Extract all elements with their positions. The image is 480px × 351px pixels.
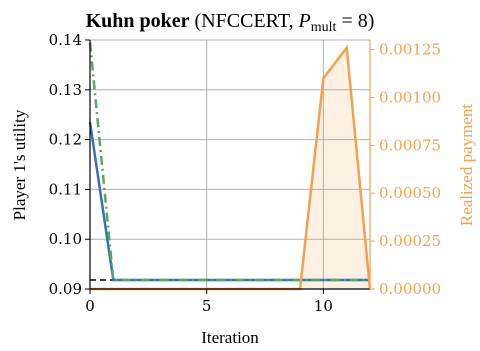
x-axis-label: Iteration xyxy=(201,328,259,347)
title-rest: (NFCCERT, xyxy=(190,10,299,32)
utility-series-line-2 xyxy=(88,42,370,282)
y-tick-label: 0.13 xyxy=(49,81,82,99)
payment-area xyxy=(90,47,370,290)
title-sub: mult xyxy=(311,20,337,35)
y2-tick-label: 0.00100 xyxy=(379,88,441,106)
y2-tick-label: 0.00075 xyxy=(379,136,441,154)
x-tick-label: 0 xyxy=(85,297,95,315)
y2-tick-label: 0.00050 xyxy=(379,184,441,202)
y2-tick-label: 0.00125 xyxy=(379,41,441,59)
title-eq: = 8) xyxy=(336,10,374,32)
y-tick-label: 0.14 xyxy=(49,31,82,49)
chart-title: Kuhn poker (NFCCERT, Pmult = 8) xyxy=(86,10,375,35)
plot-area: 0 5 10 0.09 0.10 0.11 0.12 0.13 0.14 0.00000 0.000… xyxy=(49,31,441,315)
x-tick-label: 10 xyxy=(314,297,333,315)
y-tick-label: 0.11 xyxy=(49,180,82,198)
y2-axis-label: Realized payment xyxy=(457,104,476,227)
y2-tick-label: 0.00025 xyxy=(379,232,441,250)
y-tick-label: 0.12 xyxy=(49,131,82,149)
title-bold: Kuhn poker xyxy=(86,10,190,32)
title-var: P xyxy=(298,10,311,32)
y-tick-label: 0.09 xyxy=(49,280,82,298)
y2-tick-label: 0.00000 xyxy=(379,280,441,298)
y-axis-label: Player 1's utility xyxy=(10,109,29,220)
y-tick-label: 0.10 xyxy=(49,230,82,248)
x-tick-label: 5 xyxy=(202,297,212,315)
